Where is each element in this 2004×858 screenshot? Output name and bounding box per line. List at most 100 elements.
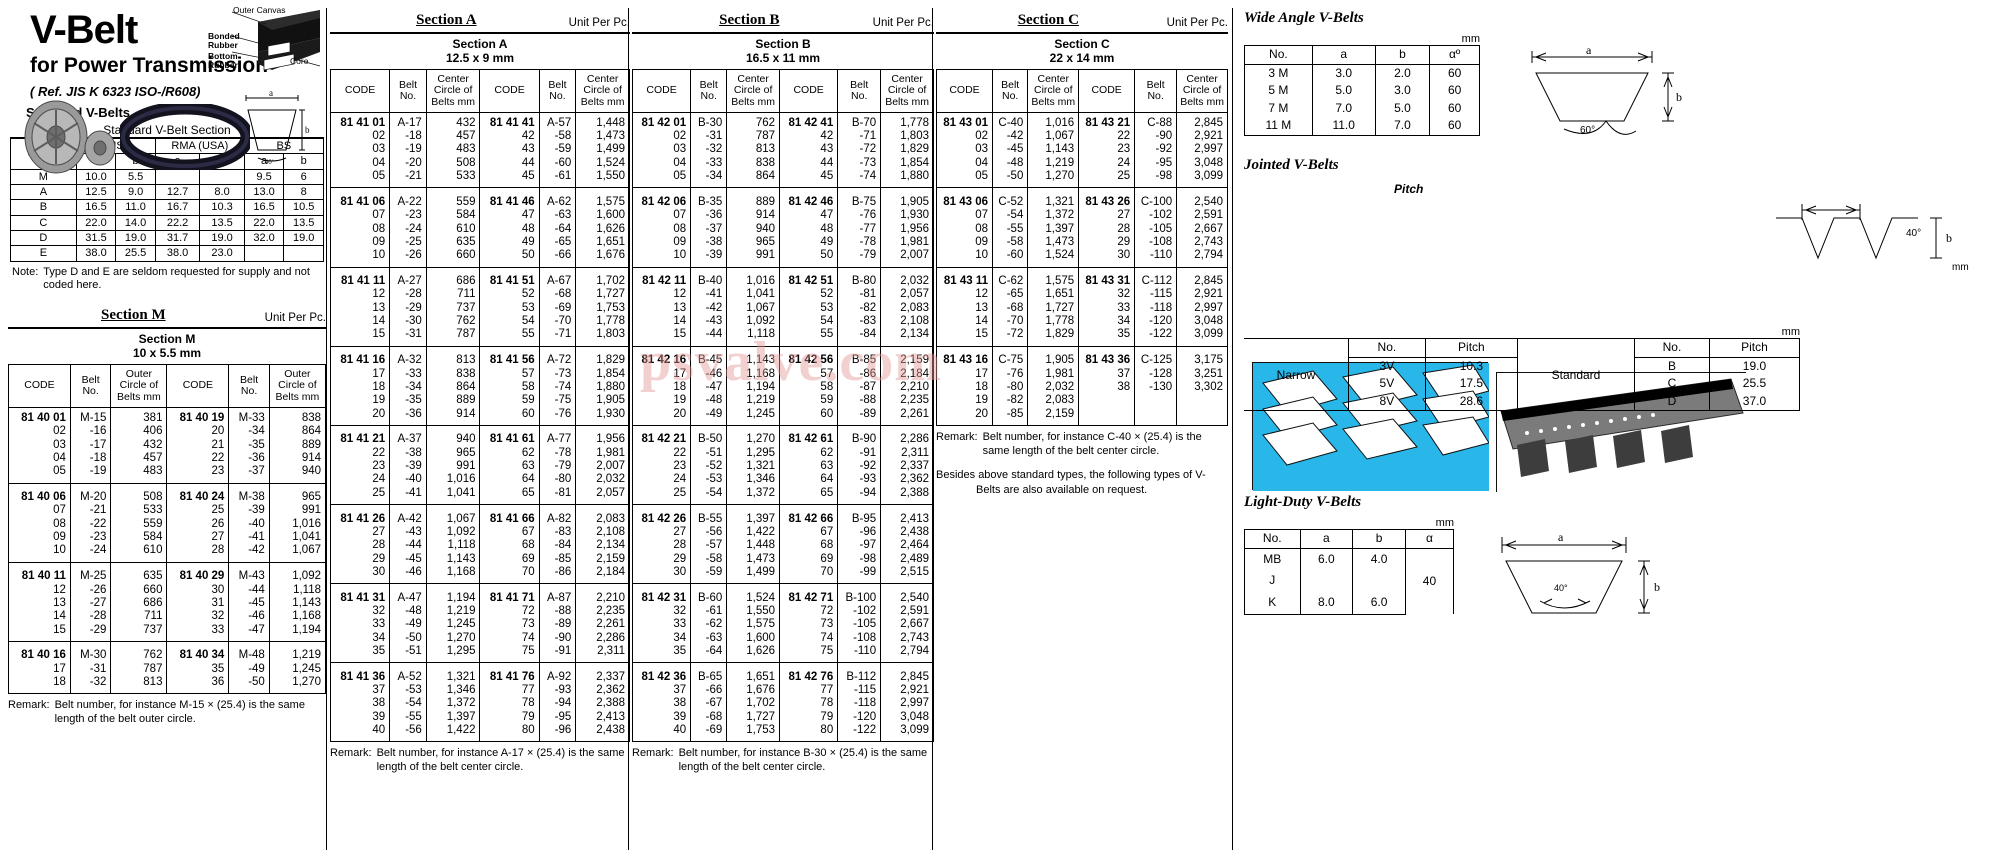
cell-3: 60: [1429, 99, 1480, 118]
table-row: 10 -24 610 28 -42 1,067: [8, 544, 327, 563]
cell-circle: 1,194: [726, 380, 781, 395]
belt-photo: [120, 104, 250, 170]
cell-code: 50: [479, 249, 540, 268]
cell-code: 34: [1078, 315, 1136, 329]
cell-belt-no: A-87: [538, 587, 577, 605]
cell-belt-no: -85: [538, 552, 577, 566]
table-row: 15 -29 737 33 -47 1,194: [8, 623, 327, 642]
row-spacer: [631, 346, 934, 351]
th-2: b: [1352, 529, 1406, 549]
cell-belt-no: -102: [1134, 209, 1178, 223]
cell-code: 54: [479, 315, 540, 329]
cell-belt-no: -91: [837, 446, 882, 461]
cell-code: 27: [631, 525, 692, 540]
cell-circle: 1,626: [726, 644, 781, 664]
cell-circle: 381: [110, 407, 168, 426]
cell-circle: 2,591: [880, 604, 934, 619]
cell-code: 13: [936, 301, 993, 316]
cell-code: 81 41 21: [329, 429, 391, 447]
cell-belt-no: -32: [69, 675, 112, 695]
cell-belt-no: -22: [69, 517, 112, 532]
cell-code: 74: [479, 631, 540, 645]
cell-circle: 991: [268, 504, 327, 518]
cell-code: 81 42 46: [779, 191, 839, 210]
cell-belt-no: -71: [538, 328, 577, 347]
th-0: No.: [1244, 529, 1301, 549]
cell-belt-no: -96: [538, 724, 577, 743]
cell-circle: 1,473: [726, 552, 781, 566]
cell-rma-a: [154, 168, 201, 186]
cell-circle: 1,092: [268, 566, 327, 584]
cell-code: 43: [779, 143, 839, 157]
cell-belt-no: -16: [69, 425, 112, 439]
cell-belt-no: -78: [837, 235, 882, 250]
cell-belt-no: M-20: [69, 487, 112, 505]
cell-bs-a: 16.5: [243, 199, 285, 216]
cell-circle: 1,651: [1027, 288, 1080, 302]
section-c-column: Section C Unit Per Pc. Section C 22 x 14…: [936, 0, 1228, 497]
cell-code: 02: [936, 130, 993, 144]
cell-circle: 432: [110, 438, 168, 452]
cell-code: 77: [479, 684, 540, 698]
cell-bs-b: 6: [283, 168, 324, 186]
cell-circle: 2,007: [880, 249, 934, 268]
cell-belt-no: -72: [991, 328, 1029, 347]
cell-circle: 1,270: [1027, 170, 1080, 189]
cell-circle: 1,956: [575, 429, 630, 447]
cell-code: 64: [479, 473, 540, 487]
cell-code: 81 42 11: [631, 271, 692, 289]
cell-circle: 1,803: [880, 130, 934, 144]
cell-belt-no: -31: [389, 328, 427, 347]
cell-belt-no: -18: [69, 451, 112, 466]
page-title: V-Belt: [30, 8, 138, 52]
row-spacer: [631, 425, 934, 430]
cell-circle: 2,921: [1176, 288, 1228, 302]
standard-reference: ( Ref. JIS K 6323 ISO-/R608): [30, 84, 201, 100]
cell-belt-no: -35: [228, 438, 270, 452]
cell-circle: 533: [110, 504, 168, 518]
th-5: Center Circle of Belts mm: [575, 70, 630, 113]
table-row: 15 -72 1,829 35 -122 3,099: [936, 328, 1228, 347]
cell-circle: 584: [110, 531, 168, 545]
table-row: 02 -18 457 42 -58 1,473: [329, 130, 630, 144]
cell-rma-a: 12.7: [154, 184, 201, 201]
section-b-title: Section B: [719, 12, 780, 28]
cell-bs-b: [283, 245, 324, 262]
cell-code: 23: [1078, 143, 1136, 157]
cell-belt-no: -68: [991, 301, 1029, 316]
cell-circle: 2,032: [1027, 380, 1080, 395]
cell-circle: 1,600: [575, 209, 630, 223]
table-row: 28 -44 1,118 68 -84 2,134: [329, 539, 630, 553]
cell-1: [1299, 570, 1354, 593]
cell-0: 11 M: [1244, 117, 1313, 136]
cell-code: 12: [631, 288, 692, 302]
table-row: 29 -58 1,473 69 -98 2,489: [631, 552, 934, 566]
row-spacer: [936, 187, 1228, 192]
cell-circle: 1,753: [726, 724, 781, 743]
th-0: CODE: [936, 70, 993, 113]
cell-circle: 2,794: [880, 644, 934, 664]
cell-code: 48: [479, 222, 540, 236]
cell-belt-no: -38: [389, 446, 427, 461]
table-row: D 31.5 19.0 31.7 19.0 32.0 19.0: [10, 229, 324, 247]
cell-circle: 1,092: [726, 315, 781, 329]
cell-belt-no: -76: [991, 367, 1029, 381]
cell-code: 33: [631, 618, 692, 632]
cell-circle: 2,261: [880, 407, 934, 426]
cell-rma-b: 19.0: [199, 229, 245, 247]
table-row: 05 -21 533 45 -61 1,550: [329, 170, 630, 189]
cell-belt-no: -61: [690, 604, 728, 619]
cell-code: 32: [631, 604, 692, 619]
table-row: 03 -17 432 21 -35 889: [8, 438, 327, 452]
cell-belt-no: -21: [389, 170, 427, 189]
cell-alpha: 40: [1404, 548, 1455, 615]
cell-code: 05: [631, 170, 692, 189]
cell-code: 81 42 56: [779, 350, 839, 368]
table-row: 34 -63 1,600 74 -108 2,743: [631, 631, 934, 645]
cell-code: 75: [479, 644, 540, 664]
cell-code: 74: [779, 631, 839, 645]
table-row: J: [1244, 570, 1454, 593]
cell-belt-no: -51: [389, 644, 427, 664]
cell-bs-a: 22.0: [243, 214, 285, 231]
cell-circle: 2,032: [575, 473, 630, 487]
